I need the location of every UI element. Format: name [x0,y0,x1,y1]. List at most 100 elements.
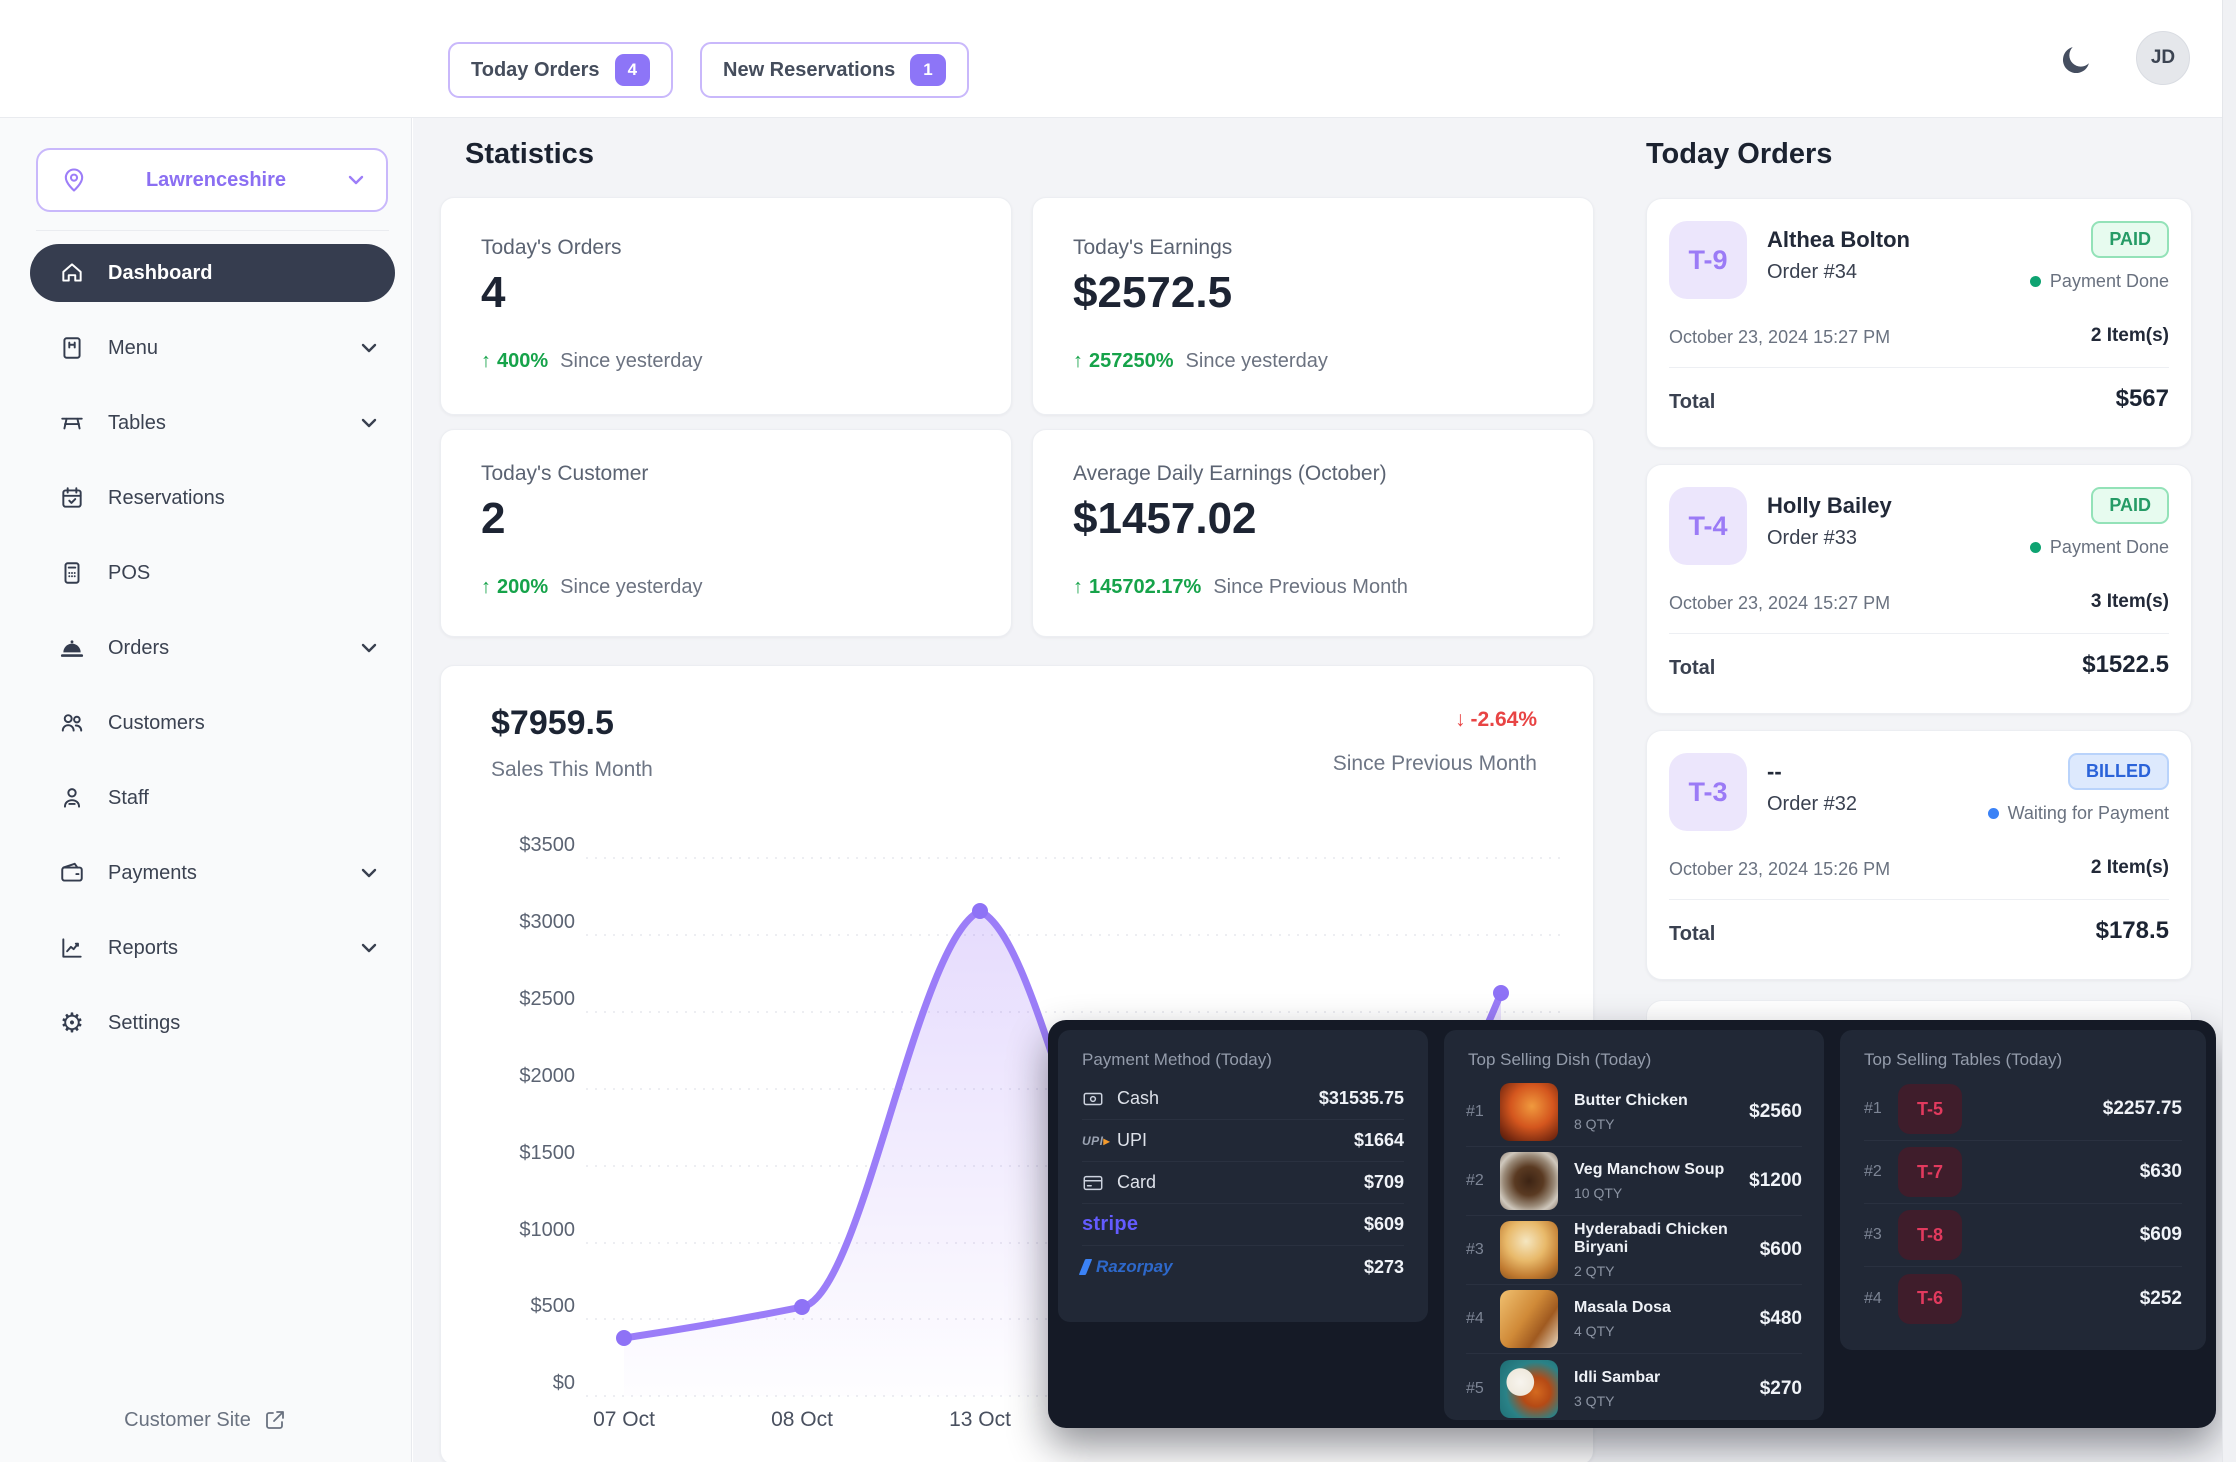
calendar-check-icon [58,484,86,512]
today-orders-title: Today Orders [1646,138,1833,170]
stat-card-todays-earnings: Today's Earnings $2572.5 ↑ 257250% Since… [1032,197,1594,415]
stat-delta: ↑ 257250% Since yesterday [1073,350,1328,372]
rank-label: #1 [1864,1100,1882,1117]
chevron-down-icon [361,943,377,953]
status-dot-icon [2029,276,2041,287]
page-scrollbar[interactable] [2222,0,2236,1462]
dish-image [1500,1083,1558,1141]
y-axis-tick: $0 [552,1372,575,1394]
customer-name: Althea Bolton [1767,227,1910,252]
stat-value: $1457.02 [1073,494,1257,543]
order-card[interactable]: T-4 Holly Bailey Order #33 PAID Payment … [1646,464,2192,714]
rank-label: #4 [1466,1310,1484,1327]
table-badge: T-8 [1898,1210,1962,1260]
sidebar-item-customers[interactable]: Customers [30,694,395,752]
order-card[interactable]: T-3 -- Order #32 BILLED Waiting for Paym… [1646,730,2192,980]
sidebar-item-reservations[interactable]: Reservations [30,469,395,527]
sidebar-item-staff[interactable]: Staff [30,769,395,827]
dish-qty: 4 QTY [1574,1323,1615,1339]
divider [1669,633,2169,634]
sidebar-item-settings[interactable]: ⚙ Settings [30,994,395,1052]
location-selector[interactable]: Lawrenceshire [36,148,388,212]
up-arrow-icon: ↑ [481,350,491,372]
stat-label: Average Daily Earnings (October) [1073,462,1387,485]
table-amount: $252 [2139,1287,2182,1309]
sidebar-item-dashboard[interactable]: Dashboard [30,244,395,302]
order-card[interactable]: T-9 Althea Bolton Order #34 PAID Payment… [1646,198,2192,448]
sidebar-item-tables[interactable]: Tables [30,394,395,452]
table-badge: T-5 [1898,1084,1962,1134]
order-datetime: October 23, 2024 15:26 PM [1669,859,1891,879]
new-reservations-button[interactable]: New Reservations 1 [700,42,969,98]
total-value: $567 [2115,385,2169,412]
chevron-down-icon [361,418,377,428]
sidebar-item-payments[interactable]: Payments [30,844,395,902]
status-badge: PAID [2091,221,2169,258]
stat-value: $2572.5 [1073,268,1233,317]
rank-label: #5 [1466,1379,1484,1397]
payment-status-note: Payment Done [2029,537,2169,558]
table-badge: T-9 [1669,221,1747,299]
sidebar-item-pos[interactable]: POS [30,544,395,602]
y-axis-tick: $3000 [519,911,575,933]
sidebar-item-label: Settings [108,1011,181,1034]
stat-delta: ↑ 400% Since yesterday [481,350,703,372]
upi-logo: UPI▸ [1082,1133,1111,1148]
stripe-logo: stripe [1082,1213,1139,1235]
moon-icon [2062,47,2089,74]
sidebar-item-label: Reports [108,936,179,959]
dish-row: #1 Butter Chicken 8 QTY $2560 [1466,1078,1802,1147]
table-badge: T-3 [1669,753,1747,831]
today-orders-button[interactable]: Today Orders 4 [448,42,674,98]
table-amount: $2257.75 [2102,1098,2182,1119]
payment-status-note: Payment Done [2029,271,2169,292]
today-orders-button-label: Today Orders [471,58,600,81]
chart-icon [58,934,86,962]
payment-row: stripe $609 [1082,1204,1404,1246]
stat-card-average-daily-earnings: Average Daily Earnings (October) $1457.0… [1032,429,1594,637]
rank-label: #1 [1466,1103,1484,1120]
sidebar-item-menu[interactable]: Menu [30,319,395,377]
dish-qty: 8 QTY [1574,1116,1615,1132]
stat-card-todays-orders: Today's Orders 4 ↑ 400% Since yesterday [440,197,1012,415]
dish-row: #3 Hyderabadi Chicken Biryani 2 QTY $600 [1466,1216,1802,1285]
up-arrow-icon: ↑ [1073,350,1083,372]
panel-title: Top Selling Tables (Today) [1864,1050,2063,1069]
divider [1669,367,2169,368]
customer-site-label: Customer Site [124,1408,251,1431]
sidebar-item-label: Payments [108,861,197,884]
payment-row: Razorpay $273 [1078,1246,1404,1288]
customer-site-link[interactable]: Customer Site [0,1408,411,1432]
data-point [1493,985,1509,1001]
table-row: #2 T-7 $630 [1864,1141,2182,1204]
external-link-icon [265,1411,284,1429]
cloche-icon [58,634,86,662]
today-orders-count-badge: 4 [614,54,651,86]
stat-card-todays-customer: Today's Customer 2 ↑ 200% Since yesterda… [440,429,1012,637]
rank-label: #4 [1864,1289,1882,1307]
user-avatar[interactable]: JD [2136,31,2190,85]
table-amount: $609 [2139,1224,2182,1245]
y-axis-tick: $1000 [519,1219,575,1241]
payment-row: Cash $31535.75 [1082,1078,1404,1120]
dark-mode-toggle[interactable] [2058,42,2094,78]
chevron-down-icon [348,175,364,185]
sidebar-item-orders[interactable]: Orders [30,619,395,677]
sales-subtitle: Sales This Month [491,758,653,781]
dish-qty: 10 QTY [1574,1185,1623,1201]
home-icon [58,259,86,287]
insights-panel-group: Payment Method (Today) Cash $31535.75 UP… [1048,1020,2216,1428]
dish-name: Hyderabadi Chicken Biryani [1574,1221,1728,1256]
customer-name: Holly Bailey [1767,493,1892,518]
order-datetime: October 23, 2024 15:27 PM [1669,327,1891,347]
dish-image [1500,1359,1558,1418]
sidebar-item-reports[interactable]: Reports [30,919,395,977]
order-number: Order #34 [1767,261,1858,283]
dish-amount: $480 [1759,1308,1802,1329]
dish-row: #5 Idli Sambar 3 QTY $270 [1466,1354,1802,1423]
dish-row: #2 Veg Manchow Soup 10 QTY $1200 [1466,1147,1802,1216]
up-arrow-icon: ↑ [1073,576,1083,598]
credit-card-icon [1082,1173,1106,1193]
sidebar-nav: Dashboard Menu Tables Reservations [0,244,411,1069]
